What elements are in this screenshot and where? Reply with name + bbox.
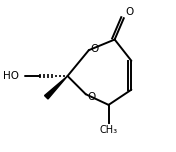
Text: O: O [125,7,134,17]
Text: O: O [90,44,99,54]
Text: CH₃: CH₃ [99,125,118,135]
Text: O: O [87,92,96,102]
Polygon shape [45,76,68,99]
Text: HO: HO [3,71,19,81]
